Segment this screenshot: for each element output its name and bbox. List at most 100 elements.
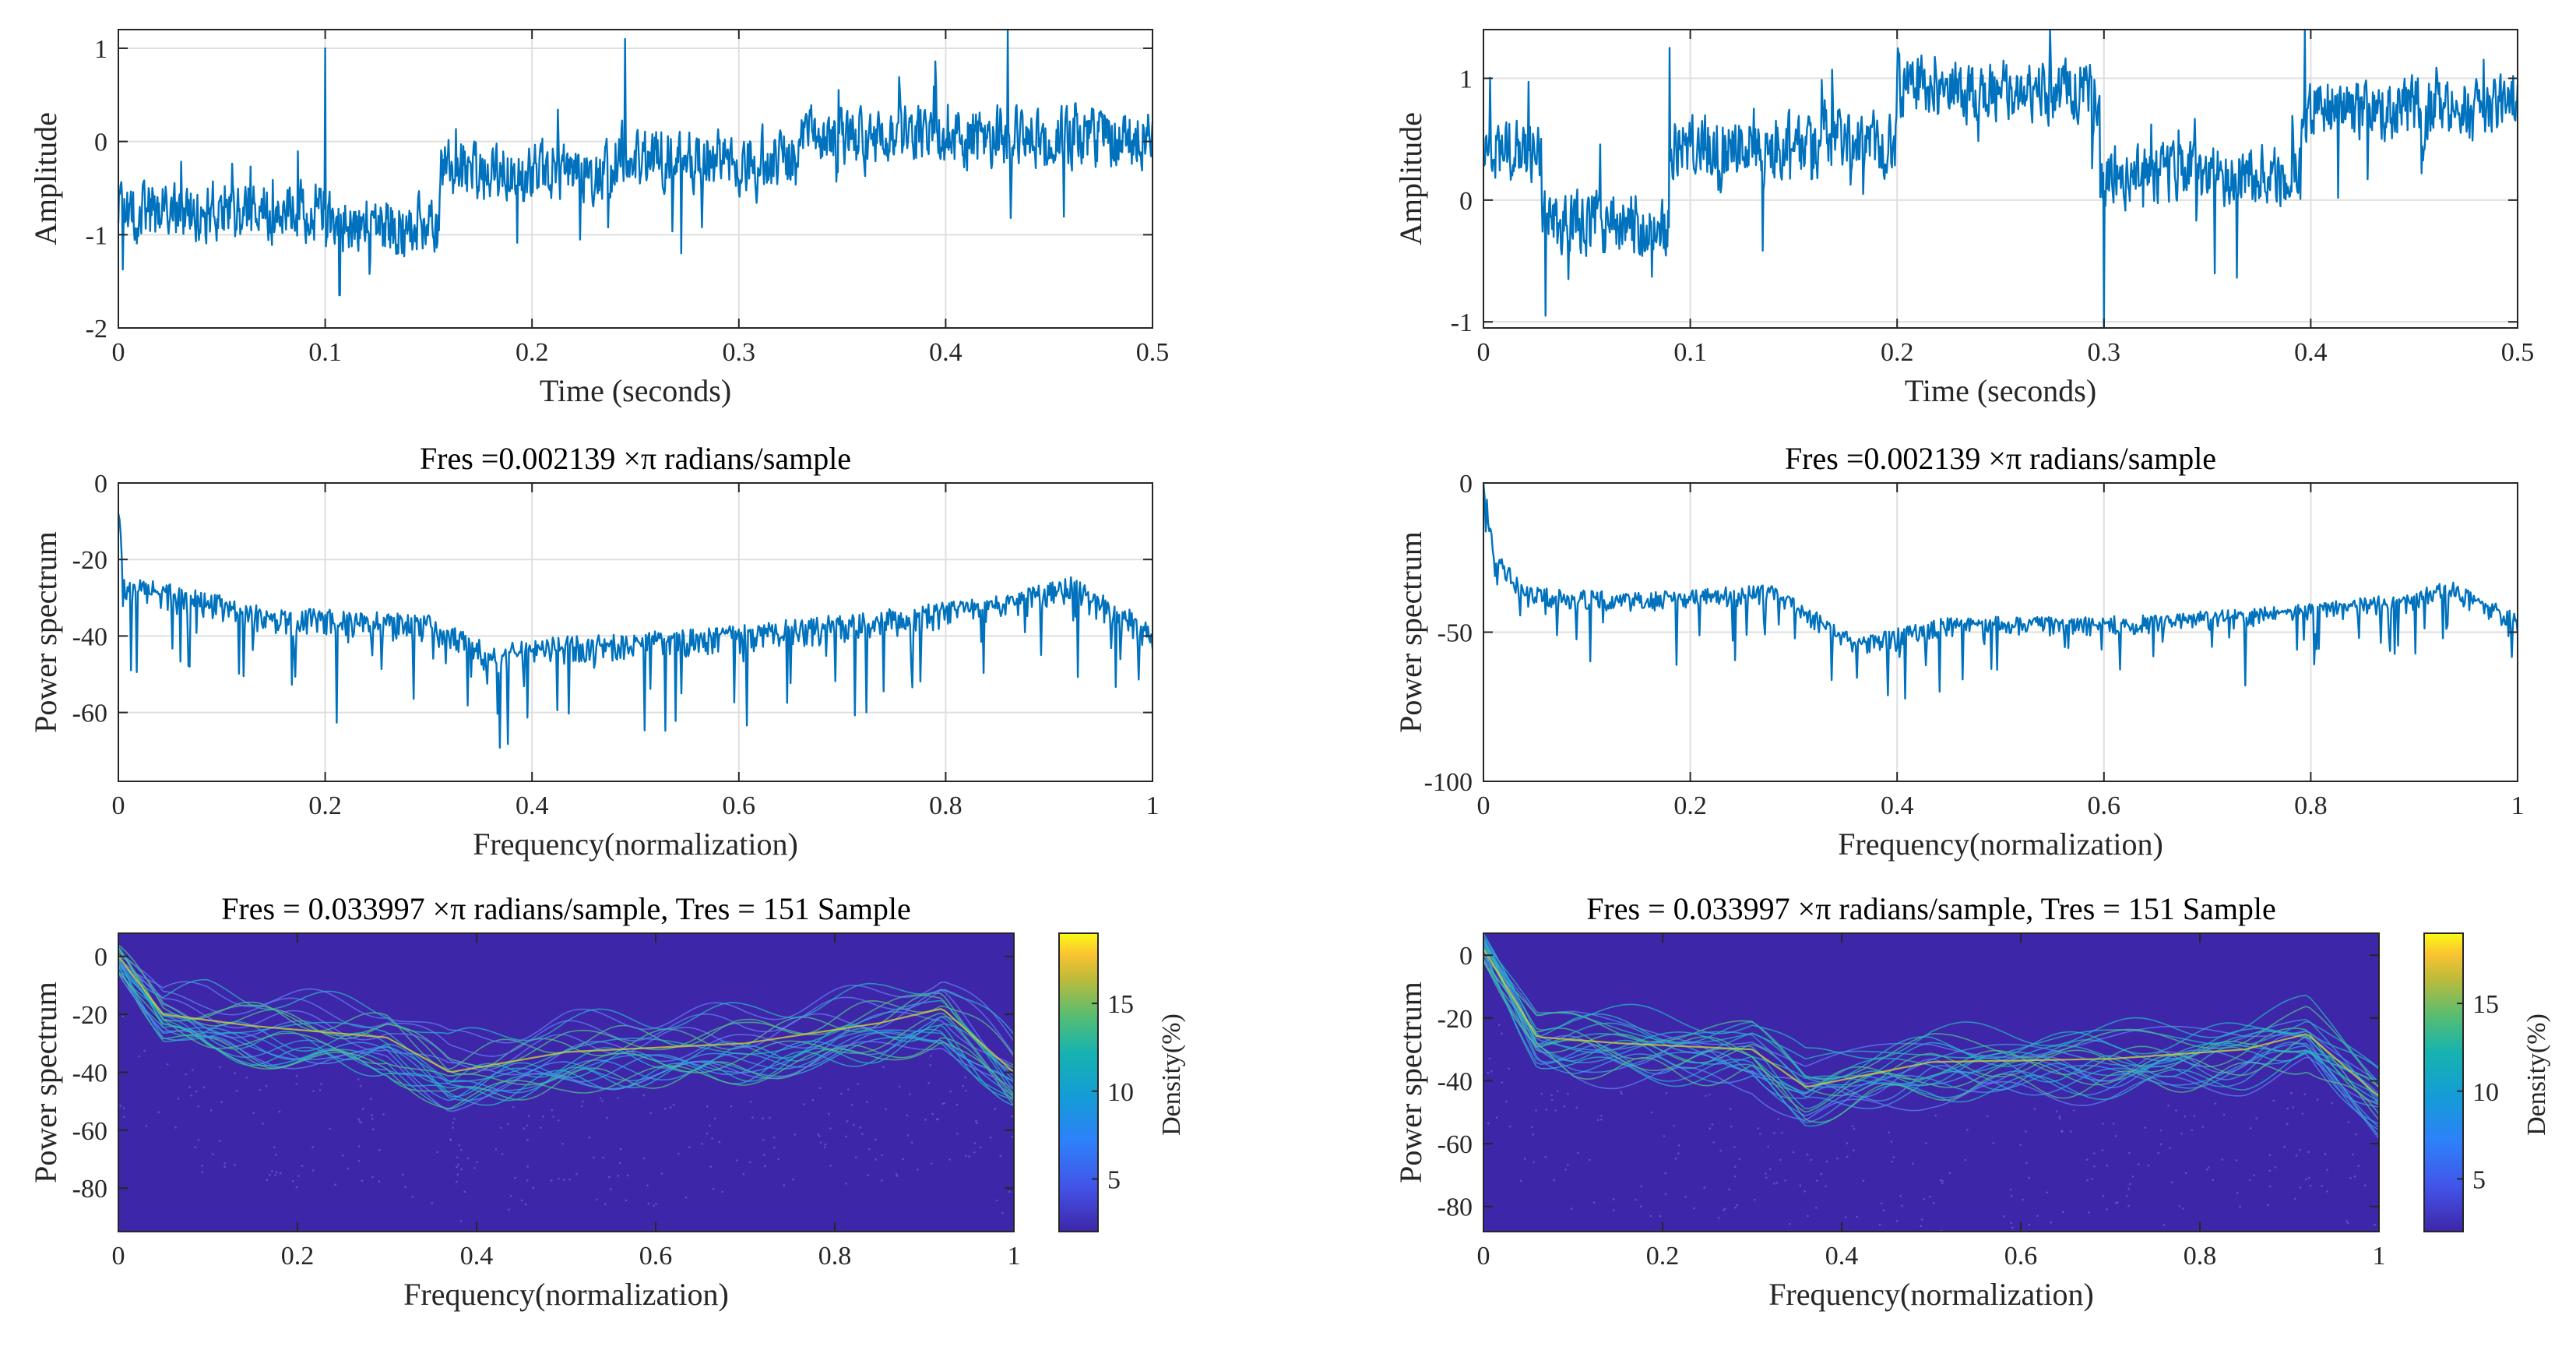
density-dot bbox=[301, 1165, 304, 1167]
density-dot bbox=[906, 1134, 910, 1137]
series-line bbox=[1482, 28, 2519, 330]
density-dot bbox=[378, 1180, 381, 1183]
x-tick-label: 0.5 bbox=[2501, 338, 2535, 367]
density-dot bbox=[906, 1114, 909, 1117]
density-dot bbox=[968, 1155, 970, 1158]
x-tick-label: 0.1 bbox=[1673, 338, 1707, 367]
density-dot bbox=[2345, 1219, 2348, 1222]
density-dot bbox=[2236, 1191, 2239, 1194]
density-trace bbox=[118, 958, 1014, 1102]
density-dot bbox=[568, 1178, 571, 1181]
density-dot bbox=[2036, 1214, 2039, 1218]
density-dot bbox=[881, 1179, 883, 1182]
density-dot bbox=[2326, 1190, 2328, 1193]
density-dot bbox=[1635, 1198, 1637, 1201]
density-dot bbox=[1816, 1179, 1818, 1182]
density-dot bbox=[561, 1142, 564, 1145]
density-dot bbox=[850, 1104, 853, 1106]
density-trace bbox=[118, 972, 1014, 1106]
density-dot bbox=[2060, 1130, 2064, 1133]
density-dot bbox=[948, 1158, 951, 1161]
density-dot bbox=[2125, 1195, 2128, 1197]
density-dot bbox=[619, 1147, 622, 1151]
x-tick-label: 0.2 bbox=[1881, 338, 1914, 367]
density-dot bbox=[1684, 1196, 1687, 1198]
density-dot bbox=[1001, 1211, 1004, 1214]
density-dot bbox=[2307, 1151, 2310, 1153]
density-dot bbox=[357, 1145, 361, 1147]
density-dot bbox=[463, 1190, 466, 1193]
density-dot bbox=[157, 1111, 160, 1113]
x-tick-label: 0.8 bbox=[2184, 1242, 2217, 1271]
y-tick-label: -40 bbox=[1438, 1067, 1473, 1096]
density-dot bbox=[829, 1127, 832, 1130]
density-dot bbox=[1592, 1201, 1596, 1204]
density-dot bbox=[382, 1113, 385, 1116]
density-dot bbox=[853, 1123, 855, 1126]
density-dot bbox=[941, 1102, 944, 1105]
density-traces bbox=[118, 944, 1014, 1222]
density-dot bbox=[663, 1108, 667, 1110]
density-dot bbox=[501, 1153, 504, 1155]
density-dot bbox=[223, 1162, 227, 1165]
density-dot bbox=[794, 1133, 797, 1136]
density-dot bbox=[372, 1128, 375, 1130]
density-dot bbox=[882, 1066, 885, 1068]
density-dot bbox=[1736, 1204, 1739, 1207]
density-dot bbox=[1519, 1179, 1522, 1183]
density-dot bbox=[1882, 1209, 1885, 1211]
density-dot bbox=[2159, 1143, 2163, 1146]
density-dot bbox=[955, 1133, 959, 1135]
density-dot bbox=[2301, 1112, 2304, 1115]
density-dot bbox=[811, 1099, 815, 1102]
x-tick-label: 0.4 bbox=[516, 791, 549, 820]
density-dot bbox=[358, 1120, 361, 1123]
colorbar-tick-label: 15 bbox=[1107, 990, 1134, 1019]
density-dot bbox=[718, 1140, 721, 1144]
density-dot bbox=[1888, 1131, 1890, 1134]
density-dot bbox=[829, 1165, 832, 1167]
density-dot bbox=[684, 1196, 688, 1199]
density-dot bbox=[2351, 1153, 2354, 1156]
density-dot bbox=[1772, 1183, 1775, 1185]
density-dot bbox=[1545, 1109, 1548, 1111]
density-dot bbox=[909, 1093, 911, 1095]
density-dot bbox=[1810, 1158, 1813, 1161]
density-dot bbox=[436, 1151, 438, 1154]
density-dot bbox=[311, 1146, 314, 1148]
density-dot bbox=[1487, 1122, 1490, 1125]
density-dot bbox=[2182, 1207, 2184, 1210]
density-dot bbox=[962, 1084, 965, 1087]
density-dot bbox=[540, 1126, 542, 1129]
y-tick-label: -60 bbox=[72, 1117, 107, 1146]
density-dot bbox=[2157, 1151, 2160, 1154]
density-dot bbox=[1719, 1149, 1722, 1152]
density-dot bbox=[219, 1066, 222, 1069]
density-dot bbox=[2086, 1179, 2089, 1182]
chart-title: Fres = 0.033997 ×π radians/sample, Tres … bbox=[221, 891, 911, 926]
density-dot bbox=[1596, 1119, 1599, 1122]
density-dot bbox=[185, 1073, 188, 1076]
density-dot bbox=[194, 1146, 197, 1149]
density-dot bbox=[749, 1101, 752, 1103]
density-dot bbox=[902, 1158, 904, 1161]
density-dot bbox=[1730, 1126, 1733, 1128]
density-dot bbox=[1934, 1114, 1937, 1117]
density-dot bbox=[1650, 1111, 1653, 1114]
density-dot bbox=[453, 1117, 456, 1120]
y-tick-label: 0 bbox=[94, 943, 107, 972]
density-dot bbox=[1508, 1125, 1511, 1128]
density-dot bbox=[558, 1119, 560, 1122]
density-dot bbox=[2025, 1130, 2027, 1133]
density-dot bbox=[973, 1151, 976, 1154]
density-dot bbox=[930, 1055, 932, 1057]
density-dot bbox=[1759, 1133, 1761, 1135]
density-dot bbox=[2058, 1117, 2061, 1120]
density-dot bbox=[1815, 1207, 1818, 1209]
density-dot bbox=[1733, 1146, 1736, 1148]
density-trace bbox=[1483, 939, 2379, 1129]
x-tick-label: 0.6 bbox=[2004, 1242, 2038, 1271]
y-tick-label: -60 bbox=[1438, 1130, 1473, 1159]
density-dot bbox=[2127, 1204, 2130, 1207]
density-dot bbox=[1836, 1157, 1839, 1160]
